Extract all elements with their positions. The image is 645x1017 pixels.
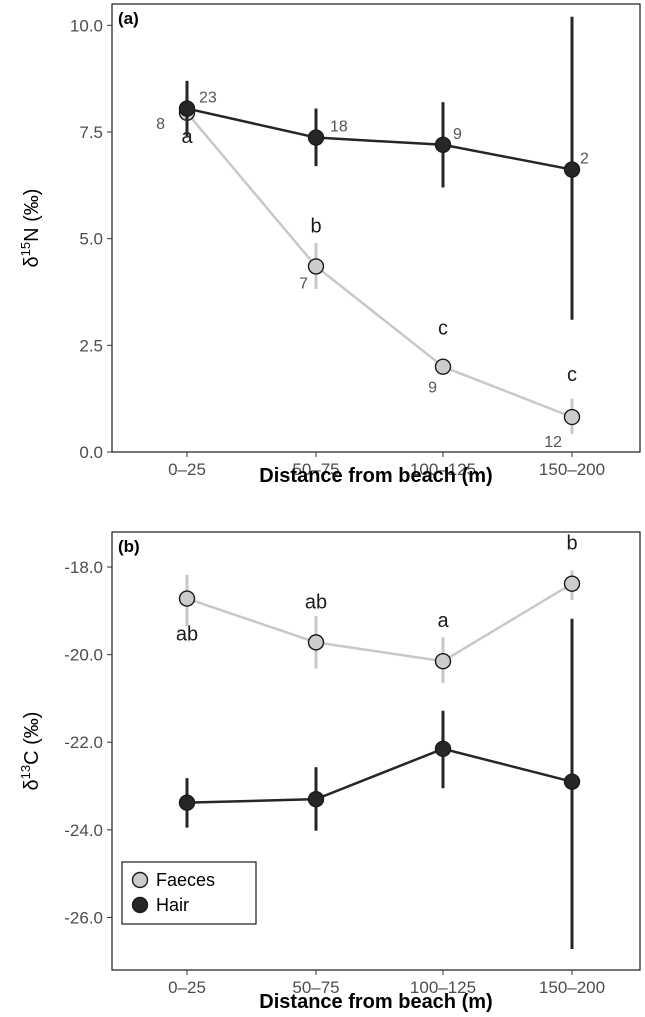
data-point <box>178 590 196 607</box>
sample-size-label: 9 <box>453 126 462 143</box>
series-line <box>186 747 573 804</box>
panel-tag: (a) <box>118 9 139 28</box>
sample-size-label: 9 <box>428 380 437 397</box>
data-point <box>307 258 325 275</box>
data-point <box>563 773 581 790</box>
y-axis-label: δ15N (‰) <box>18 189 43 268</box>
series-line <box>186 111 573 419</box>
series-hair: 23 18 9 2 <box>178 16 589 320</box>
group-letter: ab <box>176 624 198 646</box>
data-point <box>307 790 325 808</box>
group-letter: b <box>310 215 321 237</box>
panel-a: 0.0 2.5 5.0 7.5 10.0 0–25 50–75 100–125 150–200 D… <box>18 3 641 487</box>
group-letter: ab <box>305 591 327 613</box>
group-letter: c <box>438 318 448 340</box>
x-axis-label: Distance from beach (m) <box>259 991 492 1013</box>
y-tick-label: 7.5 <box>79 123 103 142</box>
group-letter: c <box>567 364 577 386</box>
legend-marker <box>131 871 149 889</box>
sample-size-label: 8 <box>156 116 165 133</box>
legend-box <box>121 861 257 925</box>
x-tick-label: 50–75 <box>292 460 339 479</box>
plot-area <box>111 3 641 453</box>
legend: Faeces Hair <box>121 861 257 925</box>
y-tick-label: 0.0 <box>79 443 103 462</box>
data-point <box>434 358 452 375</box>
data-point <box>434 740 452 758</box>
x-axis-label: Distance from beach (m) <box>259 465 492 487</box>
x-tick-label: 150–200 <box>539 460 605 479</box>
group-letter: a <box>437 610 449 632</box>
series-line <box>186 107 573 171</box>
y-tick-label: -26.0 <box>64 908 103 927</box>
y-tick-label: 10.0 <box>70 16 103 35</box>
data-point <box>307 129 325 146</box>
data-point <box>307 634 325 651</box>
x-tick-label: 100–125 <box>410 978 476 997</box>
x-tick-label: 50–75 <box>292 978 339 997</box>
data-point <box>434 653 452 670</box>
data-point <box>178 794 196 811</box>
y-tick-label: -24.0 <box>64 821 103 840</box>
x-tick-label: 0–25 <box>168 978 206 997</box>
data-point <box>563 408 581 426</box>
series-hair <box>178 618 581 949</box>
y-tick-label: 2.5 <box>79 336 103 355</box>
group-letter: b <box>566 533 577 555</box>
series-line <box>186 582 573 663</box>
x-tick-label: 0–25 <box>168 460 206 479</box>
legend-label: Hair <box>156 895 189 915</box>
x-tick-label: 150–200 <box>539 978 605 997</box>
x-tick-label: 100–125 <box>410 460 476 479</box>
legend-marker <box>131 896 149 914</box>
legend-label: Faeces <box>156 870 215 890</box>
y-tick-label: -18.0 <box>64 558 103 577</box>
y-tick-label: 5.0 <box>79 230 103 249</box>
y-tick-label: -20.0 <box>64 646 103 665</box>
sample-size-label: 23 <box>199 90 217 107</box>
group-letter: a <box>181 126 193 148</box>
data-point <box>178 100 196 117</box>
sample-size-label: 18 <box>330 119 348 136</box>
sample-size-label: 2 <box>580 151 589 168</box>
sample-size-label: 12 <box>544 434 562 451</box>
panel-b: -26.0 -24.0 -22.0 -20.0 -18.0 0–25 50–75 100–12… <box>18 531 641 1013</box>
data-point <box>563 161 581 178</box>
sample-size-label: 7 <box>299 275 308 292</box>
y-axis-label: δ13C (‰) <box>18 712 43 791</box>
panel-tag: (b) <box>118 537 140 556</box>
data-point <box>563 575 581 592</box>
y-tick-label: -22.0 <box>64 733 103 752</box>
data-point <box>434 136 452 154</box>
